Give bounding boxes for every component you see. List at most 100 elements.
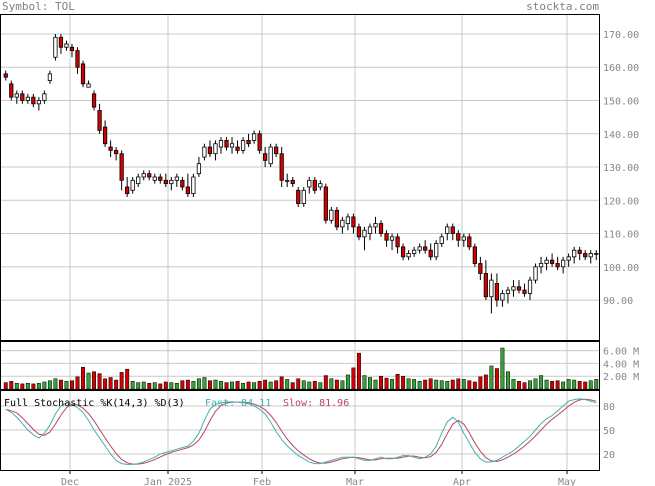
- volume-bar: [75, 376, 80, 390]
- candle-body: [169, 179, 174, 185]
- candle-body: [246, 140, 251, 145]
- volume-bar: [577, 381, 582, 390]
- volume-bar: [561, 381, 566, 390]
- volume-bar: [36, 382, 41, 390]
- price-tick-label: 100.00: [603, 263, 639, 274]
- volume-bar: [412, 379, 417, 390]
- candlestick-series: [3, 33, 599, 314]
- volume-bar: [141, 381, 146, 390]
- volume-bar: [147, 382, 152, 390]
- candle-body: [522, 289, 527, 294]
- volume-bar: [594, 379, 599, 390]
- volume-bar: [268, 381, 273, 390]
- x-tick-label: Feb: [253, 477, 271, 486]
- volume-bar: [185, 379, 190, 390]
- volume-bar: [572, 379, 577, 390]
- volume-bar: [290, 382, 295, 390]
- candle-body: [64, 43, 69, 48]
- volume-bar: [163, 381, 168, 390]
- volume-bar: [423, 379, 428, 390]
- x-tick-label: Mar: [346, 477, 364, 486]
- price-tick-label: 130.00: [603, 163, 639, 174]
- volume-bar: [296, 378, 301, 390]
- volume-bar: [417, 381, 422, 390]
- volume-bar: [191, 381, 196, 390]
- candle-body: [594, 253, 599, 255]
- volume-bar: [81, 366, 85, 390]
- candle-body: [356, 226, 362, 238]
- candle-body: [544, 259, 549, 264]
- candle-body: [285, 179, 290, 182]
- price-tick-label: 150.00: [603, 96, 639, 107]
- volume-bar: [345, 374, 350, 390]
- candle-body: [257, 133, 262, 151]
- candle-body: [14, 93, 19, 98]
- volume-bar: [152, 382, 157, 390]
- candle-body: [445, 226, 450, 234]
- stochastic-fast-line: [5, 398, 597, 465]
- candle-body: [147, 173, 152, 178]
- volume-bar: [119, 372, 124, 390]
- price-tick-label: 140.00: [603, 130, 639, 141]
- volume-bar: [136, 382, 141, 390]
- volume-bar: [500, 347, 505, 390]
- volume-bar: [489, 365, 494, 390]
- volume-bar: [158, 383, 163, 390]
- candle-body: [428, 249, 433, 258]
- candle-body: [114, 149, 119, 155]
- volume-bar: [274, 380, 279, 390]
- stochastic-tick-label: 50: [603, 426, 615, 437]
- volume-tick-label: 6.00 M: [603, 347, 639, 358]
- candle-body: [108, 146, 113, 151]
- candle-body: [577, 249, 582, 254]
- candle-body: [296, 189, 301, 205]
- volume-bar: [285, 379, 290, 390]
- candle-body: [20, 93, 25, 101]
- volume-bar: [539, 375, 544, 390]
- volume-bar: [544, 379, 549, 390]
- candle-body: [279, 153, 284, 181]
- candle-body: [434, 243, 439, 258]
- x-tick-label: Jan 2025: [144, 477, 192, 486]
- volume-bar: [517, 381, 521, 390]
- candle-body: [263, 153, 268, 161]
- volume-bar: [224, 382, 229, 390]
- candle-body: [102, 126, 108, 145]
- volume-bar: [169, 382, 174, 390]
- candle-body: [494, 283, 500, 301]
- volume-bar: [174, 382, 179, 390]
- candle-body: [3, 73, 8, 78]
- candle-body: [36, 100, 41, 105]
- candle-body: [301, 189, 306, 205]
- volume-bar: [92, 371, 97, 390]
- panel-frame: [0, 341, 600, 390]
- volume-bar: [356, 352, 361, 390]
- volume-bar: [235, 381, 240, 390]
- volume-bar: [86, 372, 91, 390]
- price-tick-label: 120.00: [603, 196, 639, 207]
- candle-body: [224, 140, 229, 148]
- volume-bar: [583, 381, 588, 390]
- candle-body: [467, 236, 472, 248]
- candle-body: [549, 259, 555, 264]
- candle-body: [207, 146, 213, 155]
- volume-bar: [406, 378, 411, 390]
- candle-body: [588, 253, 593, 258]
- candle-body: [511, 286, 516, 291]
- candle-body: [329, 209, 334, 221]
- candle-body: [318, 183, 323, 188]
- candle-body: [58, 36, 64, 48]
- volume-tick-label: 2.00 M: [603, 372, 639, 383]
- volume-bar: [566, 379, 571, 390]
- candle-body: [456, 233, 461, 241]
- candle-body: [389, 236, 395, 241]
- stochastic-slow-value: Slow: 81.96: [283, 398, 349, 409]
- candle-body: [191, 176, 196, 195]
- candle-body: [119, 153, 124, 181]
- volume-tick-label: 4.00 M: [603, 359, 639, 370]
- volume-bar: [114, 379, 119, 390]
- candle-body: [450, 226, 455, 234]
- volume-bar: [588, 380, 593, 390]
- volume-bar: [202, 377, 207, 390]
- candle-body: [538, 263, 544, 268]
